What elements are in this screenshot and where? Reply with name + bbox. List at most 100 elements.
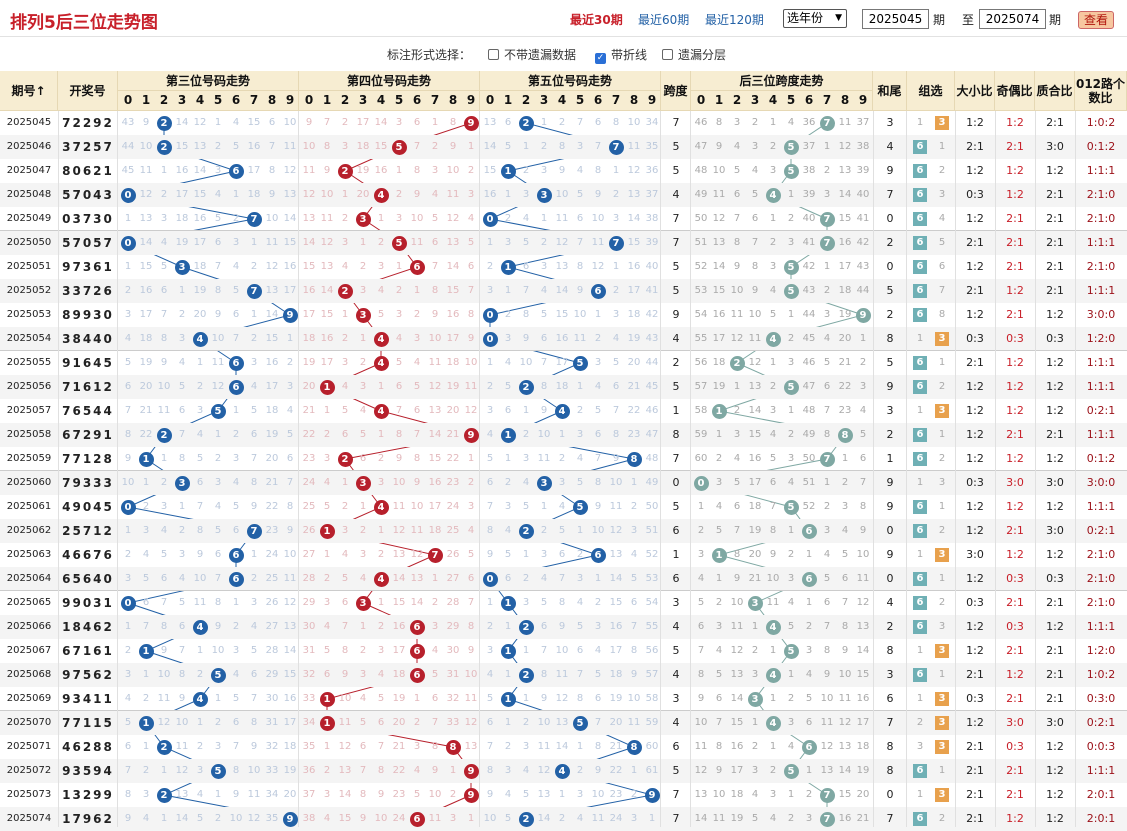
missing-count: 16	[838, 813, 852, 824]
tail-value: 6	[886, 692, 894, 705]
missing-count: 1	[522, 693, 530, 704]
missing-count: 2	[232, 429, 240, 440]
table-row	[0, 135, 1127, 159]
missing-count: 1	[522, 549, 530, 560]
link-recent-60[interactable]: 最近60期	[638, 13, 690, 27]
to-issue-input[interactable]: 2025074	[979, 9, 1046, 29]
issue-cell: 2025050	[6, 237, 52, 248]
from-issue-input[interactable]: 2025045	[862, 9, 929, 29]
missing-count: 1	[431, 117, 439, 128]
query-button[interactable]: 查看	[1078, 11, 1114, 29]
missing-count: 41	[645, 285, 659, 296]
missing-count: 4	[823, 549, 831, 560]
group-missing: 1	[938, 501, 946, 512]
year-select[interactable]: 选年份 ▼	[783, 9, 847, 28]
missing-count: 13	[838, 741, 852, 752]
digit-header: 9	[858, 93, 868, 107]
missing-count: 6	[841, 573, 849, 584]
checkbox-layered[interactable]	[662, 49, 673, 60]
missing-count: 58	[645, 693, 659, 704]
missing-count: 5	[558, 525, 566, 536]
missing-count: 55	[694, 333, 708, 344]
tail-value: 8	[886, 740, 894, 753]
missing-count: 26	[446, 549, 460, 560]
group-marker: 6	[913, 764, 927, 778]
digit-header: 5	[213, 93, 223, 107]
missing-count: 9	[594, 501, 602, 512]
draw-number: 77128	[62, 452, 114, 466]
missing-count: 19	[193, 285, 207, 296]
missing-count: 9	[160, 645, 168, 656]
missing-count: 5	[377, 693, 385, 704]
missing-count: 1	[359, 237, 367, 248]
missing-count: 4	[413, 357, 421, 368]
link-recent-120[interactable]: 最近120期	[705, 13, 764, 27]
missing-count: 1	[769, 117, 777, 128]
missing-count: 2	[142, 501, 150, 512]
missing-count: 1	[522, 645, 530, 656]
missing-count: 7	[232, 333, 240, 344]
missing-count: 10	[229, 813, 243, 824]
missing-count: 4	[178, 357, 186, 368]
checkbox-polyline[interactable]: ✓	[595, 53, 606, 64]
trend-ball: 2	[518, 379, 534, 395]
missing-count: 3	[124, 669, 132, 680]
missing-count: 15	[627, 237, 641, 248]
trend-ball: 3	[536, 187, 552, 203]
missing-count: 9	[250, 741, 258, 752]
missing-count: 4	[124, 333, 132, 344]
issue-cell: 2025054	[6, 333, 52, 344]
missing-count: 24	[302, 477, 316, 488]
missing-count: 1	[540, 117, 548, 128]
span-value: 6	[672, 524, 680, 537]
trend-ball: 2	[518, 115, 534, 131]
option-layered[interactable]: 遗漏分层	[662, 46, 726, 63]
group-missing: 5	[938, 237, 946, 248]
trend-ball: 6	[409, 643, 425, 659]
missing-count: 8	[859, 501, 867, 512]
checkbox-no-missing[interactable]	[488, 49, 499, 60]
option-no-missing[interactable]: 不带遗漏数据	[488, 46, 576, 63]
missing-count: 6	[823, 381, 831, 392]
missing-count: 9	[540, 405, 548, 416]
missing-count: 2	[395, 285, 403, 296]
group-missing: 7	[938, 285, 946, 296]
missing-count: 8	[540, 381, 548, 392]
missing-count: 6	[576, 213, 584, 224]
span-value: 3	[672, 596, 680, 609]
issue-cell: 2025073	[6, 789, 52, 800]
missing-count: 14	[283, 213, 297, 224]
span-value: 2	[672, 356, 680, 369]
option-polyline[interactable]: ✓ 带折线	[595, 46, 647, 64]
missing-count: 2	[715, 453, 723, 464]
missing-count: 3	[522, 597, 530, 608]
column-divider	[117, 71, 118, 827]
missing-count: 5	[823, 573, 831, 584]
missing-count: 11	[320, 213, 334, 224]
prime-ratio: 2:1	[1046, 596, 1064, 609]
trend-ball: 3	[174, 475, 190, 491]
missing-count: 39	[802, 189, 816, 200]
link-recent-30[interactable]: 最近30期	[570, 13, 623, 27]
missing-count: 1	[769, 213, 777, 224]
missing-count: 9	[522, 333, 530, 344]
missing-count: 7	[431, 717, 439, 728]
missing-count: 2	[540, 141, 548, 152]
trend-ball: 4	[373, 403, 389, 419]
span-value: 4	[672, 188, 680, 201]
tail-value: 9	[886, 500, 894, 513]
missing-count: 9	[178, 693, 186, 704]
missing-count: 8	[540, 669, 548, 680]
missing-count: 4	[232, 117, 240, 128]
option-layered-label: 遗漏分层	[678, 48, 727, 62]
trend-ball: 1	[500, 643, 516, 659]
draw-number: 77115	[62, 716, 114, 730]
missing-count: 3	[787, 573, 795, 584]
missing-count: 7	[232, 741, 240, 752]
missing-count: 9	[449, 141, 457, 152]
column-divider	[690, 71, 691, 827]
missing-count: 14	[694, 813, 708, 824]
trend-ball: 6	[409, 811, 425, 827]
missing-count: 52	[645, 549, 659, 560]
missing-count: 7	[142, 621, 150, 632]
